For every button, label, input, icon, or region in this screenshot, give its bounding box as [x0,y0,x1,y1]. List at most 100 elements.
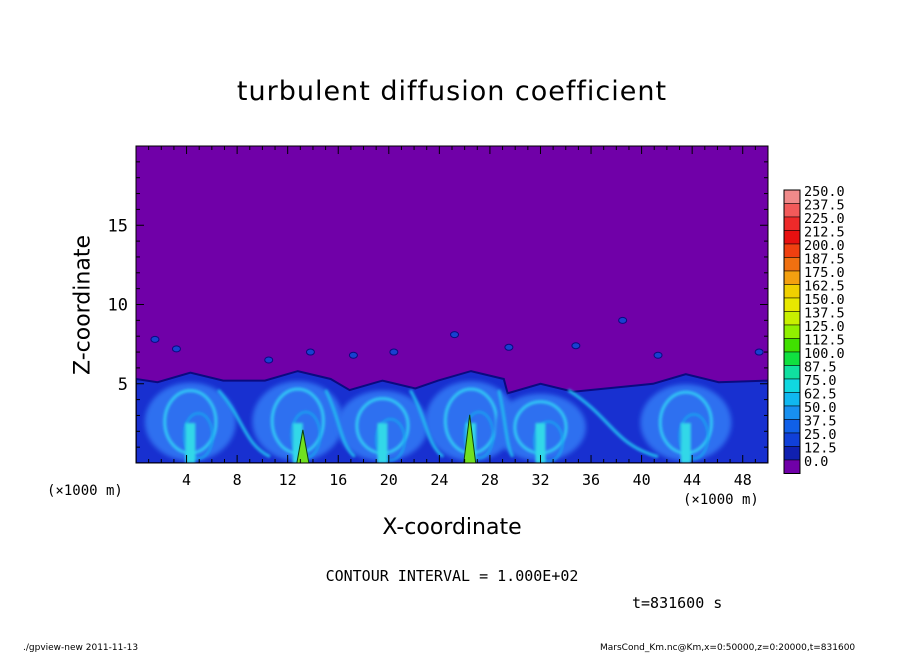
colorbar-swatch [783,284,801,299]
colorbar-swatch [783,230,801,245]
colorbar-swatch [783,270,801,285]
small-eddy [264,356,274,364]
plume-stem [680,423,691,463]
x-tick-label: 16 [329,471,347,489]
filament [324,389,356,458]
colorbar-label: 225.0 [804,211,845,227]
x-axis-unit: (×1000 m) [683,492,759,508]
small-eddy [150,335,160,343]
colorbar-swatch [783,243,801,258]
colorbar-label: 162.5 [804,279,845,295]
small-eddy [348,351,358,359]
small-eddy [171,345,181,353]
peak-mark [296,429,310,463]
colorbar-swatch [783,446,801,461]
x-axis-label: X-coordinate [382,515,522,540]
plume-swirl-inner [678,413,710,460]
y-axis-unit: (×1000 m) [47,483,123,499]
colorbar-label: 150.0 [804,292,845,308]
x-tick-label: 32 [531,471,549,489]
x-tick-label: 12 [279,471,297,489]
colorbar-label: 187.5 [804,252,845,268]
colorbar-swatch [783,392,801,407]
plume-swirl-inner [463,411,495,460]
colorbar-label: 12.5 [804,441,837,457]
small-eddy [305,348,315,356]
filament [497,389,515,458]
small-eddy [618,316,628,324]
plume-stem [535,423,546,463]
plume-swirl-inner [533,420,564,463]
small-eddy [389,348,399,356]
small-eddy [754,348,764,356]
colorbar-swatch [783,338,801,353]
peak-mark [463,414,477,463]
colorbar-swatch [783,351,801,366]
colorbar-swatch [783,203,801,218]
colorbar-label: 137.5 [804,306,845,322]
colorbar-label: 0.0 [804,454,828,470]
colorbar-swatch [783,189,801,204]
footer-right: MarsCond_Km.nc@Km,x=0:50000,z=0:20000,t=… [600,643,856,653]
y-axis: 5 10 15 [108,145,768,464]
colorbar-swatch [783,459,801,474]
colorbar-swatch [783,419,801,434]
colorbar-label: 37.5 [804,414,837,430]
colorbar-label: 212.5 [804,225,845,241]
x-tick-label: 48 [734,471,752,489]
colorbar-swatch [783,216,801,231]
x-tick-label: 24 [430,471,448,489]
footer-left: ./gpview-new 2011-11-13 [23,643,139,653]
colorbar-frame [783,189,801,474]
colorbar-label: 100.0 [804,346,845,362]
x-tick-label: 28 [481,471,499,489]
contour-interval-note: CONTOUR INTERVAL = 1.000E+02 [325,567,579,585]
colorbar-label: 250.0 [804,184,845,200]
x-tick-label: 36 [582,471,600,489]
x-tick-label: 40 [633,471,651,489]
filament [408,389,445,458]
plume-swirl-inner [375,418,406,462]
colorbar-swatch [783,257,801,272]
colorbar-label: 62.5 [804,387,837,403]
colorbar-swatch [783,378,801,393]
filament [217,389,271,459]
colorbar-label: 112.5 [804,333,845,349]
small-eddy [571,342,581,350]
colorbar-label: 25.0 [804,427,837,443]
small-eddy [653,351,663,359]
small-eddy [504,343,514,351]
x-tick-label: 4 [182,471,191,489]
plume-stem [377,423,388,463]
colorbar-label: 237.5 [804,198,845,214]
colorbar-label: 50.0 [804,400,837,416]
colorbar-swatch [783,405,801,420]
chart-title: turbulent diffusion coefficient [236,76,668,107]
plume-stem [185,423,196,463]
colorbar-label: 75.0 [804,373,837,389]
colorbar: 250.0237.5225.0212.5200.0187.5175.0162.5… [783,184,845,474]
colorbar-swatch [783,297,801,312]
y-tick-label: 15 [108,216,128,236]
colorbar-swatch [783,311,801,326]
colorbar-swatch [783,324,801,339]
x-tick-label: 44 [683,471,701,489]
colorbar-swatch [783,432,801,447]
plume-swirl-inner [183,412,214,460]
plume-stem [292,423,303,463]
colorbar-label: 125.0 [804,319,845,335]
y-tick-label: 10 [108,296,128,316]
turbulent-layer-edge [136,370,768,463]
plot-area [135,145,769,464]
y-tick-label: 5 [118,375,128,395]
x-tick-label: 20 [380,471,398,489]
small-eddy [450,331,460,339]
x-tick-label: 8 [233,471,242,489]
time-label: t=831600 s [632,594,723,612]
colorbar-swatch [783,365,801,380]
colorbar-label: 175.0 [804,265,845,281]
colorbar-label: 87.5 [804,360,837,376]
filament [567,388,659,459]
colorbar-label: 200.0 [804,238,845,254]
